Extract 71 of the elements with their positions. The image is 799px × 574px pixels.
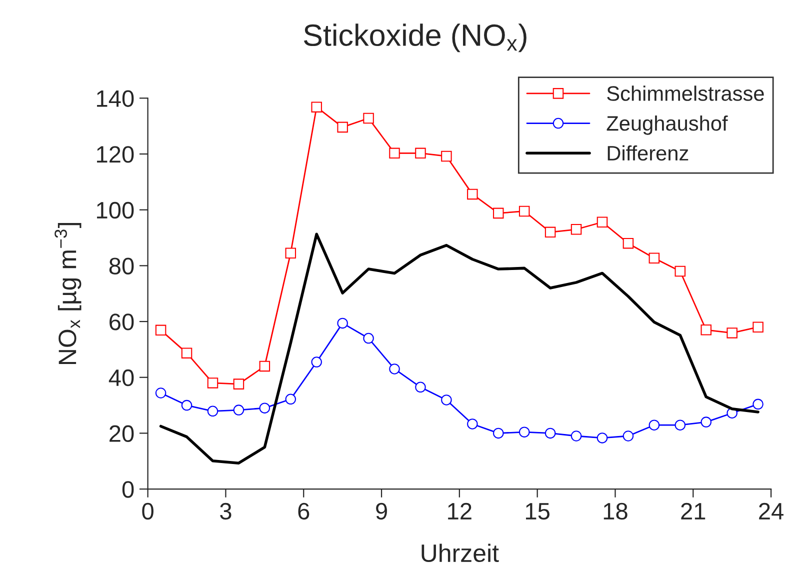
chart-title: Stickoxide (NO$_{x}$) [304, 24, 526, 52]
point [207, 406, 218, 417]
point [492, 428, 504, 439]
point [544, 428, 556, 439]
point [674, 266, 686, 277]
x-tick-label: 9 [376, 502, 387, 520]
y-tick-label: 80 [109, 258, 134, 274]
x-tick-label: 18 [604, 502, 628, 520]
point [181, 348, 192, 358]
point [700, 416, 712, 428]
point [259, 360, 270, 372]
x-tick-label: 0 [142, 502, 154, 520]
legend-label: Zeughaushof [606, 115, 728, 135]
point [155, 324, 166, 336]
point [726, 328, 738, 338]
point [544, 226, 556, 238]
point [233, 404, 244, 416]
point [389, 148, 400, 159]
point [311, 356, 322, 368]
x-tick-label: 12 [448, 502, 472, 520]
legend-label: Differenz [608, 145, 688, 161]
point [674, 420, 686, 430]
point [389, 364, 400, 374]
y-axis-title: NO$_{x}$ [µg m$^{−3}$] [54, 222, 82, 364]
y-tick-label: 120 [97, 146, 134, 163]
point [155, 388, 166, 398]
point [311, 102, 322, 112]
point [285, 394, 296, 405]
point [622, 430, 634, 442]
y-tick-label: 140 [97, 90, 134, 107]
line-series [159, 232, 760, 464]
y-tick-label: 0 [122, 481, 134, 498]
point [259, 402, 270, 414]
y-tick-label: 60 [110, 314, 134, 330]
point [415, 148, 426, 159]
point [622, 238, 634, 249]
point [648, 420, 660, 430]
point [467, 418, 478, 430]
point [570, 224, 582, 235]
x-tick-label: 21 [681, 502, 706, 520]
point [596, 216, 608, 228]
point [363, 332, 374, 344]
point [518, 426, 530, 438]
point [337, 122, 348, 133]
point [207, 378, 218, 388]
y-tick-label: 20 [110, 425, 134, 442]
point [570, 430, 582, 442]
point [700, 324, 712, 336]
point [752, 322, 764, 332]
point [415, 382, 426, 393]
point [648, 252, 660, 264]
point [441, 150, 452, 162]
x-tick-label: 6 [298, 502, 310, 520]
x-tick-label: 24 [759, 502, 784, 520]
point [518, 206, 530, 217]
y-tick-label: 40 [108, 369, 134, 386]
x-tick-label: 3 [220, 502, 232, 520]
point [492, 208, 504, 219]
point [596, 432, 608, 444]
point [285, 248, 296, 258]
legend-label: Schimmelstrasse [607, 86, 764, 101]
point [181, 400, 192, 411]
point [363, 112, 374, 124]
point [233, 378, 244, 390]
point [752, 398, 764, 410]
point [441, 394, 452, 406]
point [337, 318, 348, 329]
x-tick-label: 15 [526, 503, 550, 520]
y-tick-label: 100 [97, 202, 134, 219]
point [467, 188, 478, 200]
x-axis-title: Uhrzeit [422, 544, 499, 562]
